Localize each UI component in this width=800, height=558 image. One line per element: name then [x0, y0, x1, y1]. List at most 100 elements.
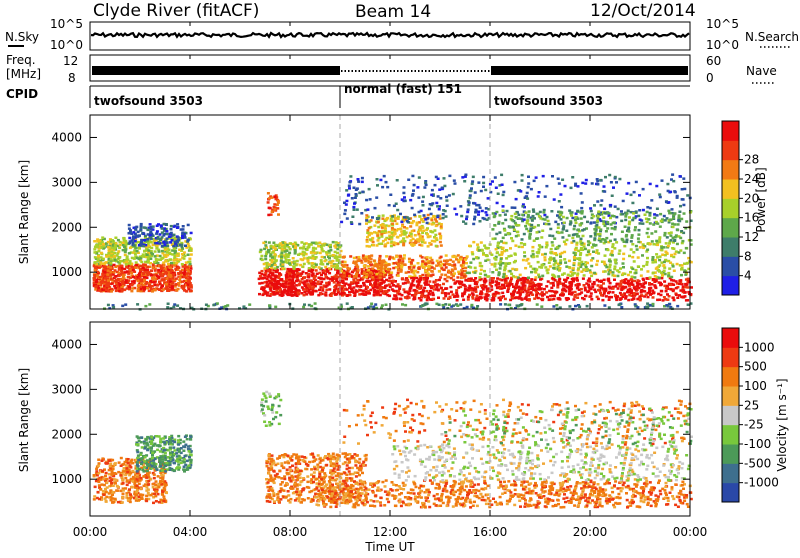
- power-cell: [266, 294, 269, 297]
- power-cell: [431, 240, 434, 243]
- power-cell: [559, 255, 562, 258]
- power-cell: [623, 241, 626, 244]
- power-cell: [597, 215, 600, 218]
- power-cell: [404, 291, 407, 294]
- power-cell: [425, 278, 428, 281]
- power-cell: [168, 252, 171, 255]
- power-cell: [590, 275, 593, 278]
- power-cell: [318, 289, 321, 292]
- power-cell: [546, 296, 549, 299]
- power-cell: [395, 255, 398, 258]
- power-cell: [417, 284, 420, 287]
- power-cell: [440, 287, 443, 290]
- power-cell: [465, 262, 468, 265]
- power-cell: [655, 279, 658, 282]
- power-cell: [177, 239, 180, 242]
- power-cell: [311, 254, 314, 257]
- power-cell: [336, 270, 339, 273]
- power-cell: [322, 250, 325, 253]
- power-cell: [169, 241, 172, 244]
- power-cell: [176, 223, 179, 226]
- power-cell: [299, 275, 302, 278]
- power-cell: [263, 248, 266, 251]
- power-cell: [278, 247, 281, 250]
- power-cell: [669, 284, 672, 287]
- power-cell: [429, 257, 432, 260]
- power-cell: [266, 285, 269, 288]
- power-cell: [491, 180, 494, 183]
- power-cell: [672, 180, 675, 183]
- power-cell: [440, 256, 443, 259]
- power-cell: [576, 279, 579, 282]
- power-cell: [550, 287, 553, 290]
- power-cell: [614, 176, 617, 179]
- power-cell: [639, 246, 642, 249]
- power-cell: [443, 177, 446, 180]
- power-cell: [668, 267, 671, 270]
- power-cell: [587, 244, 590, 247]
- power-cell: [514, 260, 517, 263]
- power-cell: [373, 231, 376, 234]
- power-cell: [129, 260, 132, 263]
- power-cell: [424, 281, 427, 284]
- power-cell: [134, 266, 137, 269]
- power-cell: [469, 261, 472, 264]
- power-cell: [288, 252, 291, 255]
- power-cell: [594, 291, 597, 294]
- power-cell: [592, 251, 595, 254]
- power-cell: [323, 260, 326, 263]
- power-cell: [269, 287, 272, 290]
- power-cell: [681, 198, 684, 201]
- power-cell: [584, 248, 587, 251]
- cpid-panel: CPID twofsound 3503 normal (fast) 151 tw…: [6, 82, 690, 108]
- power-cell: [368, 188, 371, 191]
- power-cell: [149, 234, 152, 237]
- power-cell: [94, 261, 97, 264]
- power-cell: [357, 178, 360, 181]
- power-cell: [149, 258, 152, 261]
- power-cell: [570, 284, 573, 287]
- power-cell: [440, 225, 443, 228]
- power-cell: [182, 265, 185, 268]
- power-cell: [650, 283, 653, 286]
- power-cell: [383, 175, 386, 178]
- power-cell: [486, 288, 489, 291]
- power-cell: [331, 260, 334, 263]
- power-cell: [128, 262, 131, 265]
- power-cell: [158, 258, 161, 261]
- power-cell: [414, 292, 417, 295]
- power-cell: [536, 255, 539, 258]
- power-cell: [268, 207, 271, 210]
- power-cell: [682, 177, 685, 180]
- power-cell: [162, 241, 165, 244]
- power-cell: [572, 267, 575, 270]
- power-cell: [353, 295, 356, 298]
- power-cell: [652, 296, 655, 299]
- power-cell: [427, 214, 430, 217]
- power-cell: [360, 285, 363, 288]
- power-cell: [479, 220, 482, 223]
- power-cell: [537, 195, 540, 198]
- power-cell: [181, 235, 184, 238]
- power-cell: [361, 268, 364, 271]
- power-cell: [308, 284, 311, 287]
- power-cell: [639, 219, 642, 222]
- power-cell: [613, 275, 616, 278]
- power-cell: [143, 279, 146, 282]
- power-cell: [188, 258, 191, 261]
- power-cell: [669, 288, 672, 291]
- power-cell: [630, 194, 633, 197]
- cpid-segment-3: twofsound 3503: [494, 94, 603, 108]
- power-cell: [132, 269, 135, 272]
- power-cell: [94, 288, 97, 291]
- power-cell: [156, 237, 159, 240]
- power-cell: [557, 275, 560, 278]
- power-cell: [554, 252, 557, 255]
- power-cell: [311, 262, 314, 265]
- power-cell: [494, 263, 497, 266]
- power-cell: [631, 243, 634, 246]
- power-cell: [514, 213, 517, 216]
- power-cell: [554, 279, 557, 282]
- power-cell: [302, 247, 305, 250]
- power-cell: [460, 272, 463, 275]
